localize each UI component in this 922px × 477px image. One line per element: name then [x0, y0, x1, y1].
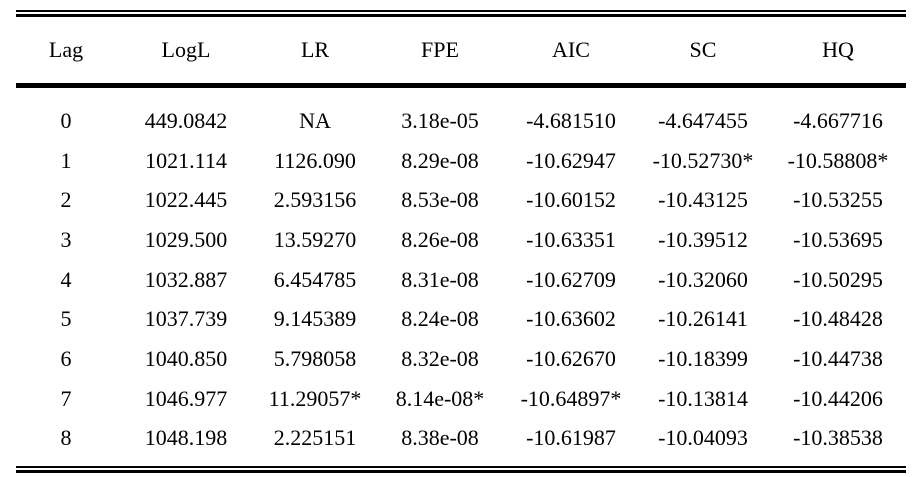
- header-fpe: FPE: [421, 37, 459, 62]
- table-row: 2 1022.445 2.593156 8.53e-08 -10.60152 -…: [16, 180, 906, 220]
- cell-sc: -10.13814: [658, 385, 748, 411]
- table-row: 7 1046.977 11.29057* 8.14e-08* -10.64897…: [16, 379, 906, 419]
- table-row: 5 1037.739 9.145389 8.24e-08 -10.63602 -…: [16, 299, 906, 339]
- cell-fpe: 8.24e-08: [401, 306, 479, 332]
- cell-lag: 8: [60, 425, 72, 451]
- cell-lag: 0: [60, 107, 72, 133]
- cell-logl: 1037.739: [144, 306, 228, 332]
- cell-logl: 1022.445: [144, 187, 228, 213]
- cell-lr: 13.59270: [273, 226, 357, 252]
- cell-lag: 7: [60, 385, 72, 411]
- cell-aic: -10.64897*: [520, 385, 622, 411]
- cell-hq: -10.53695: [793, 226, 883, 252]
- cell-logl: 1048.198: [144, 425, 228, 451]
- cell-fpe: 8.32e-08: [401, 345, 479, 371]
- cell-logl: 1029.500: [144, 226, 228, 252]
- cell-lr: 9.145389: [273, 306, 357, 332]
- header-lr: LR: [300, 37, 330, 62]
- lag-selection-table: Lag LogL LR FPE AIC SC HQ 0 449.0842 NA …: [16, 10, 906, 474]
- cell-hq: -4.667716: [793, 107, 883, 133]
- cell-aic: -4.681510: [526, 107, 616, 133]
- cell-hq: -10.53255: [793, 187, 883, 213]
- cell-sc: -10.52730*: [652, 147, 754, 173]
- cell-aic: -10.61987: [526, 425, 616, 451]
- cell-lag: 4: [60, 266, 72, 292]
- cell-hq: -10.44738: [793, 345, 883, 371]
- header-hq: HQ: [822, 37, 854, 62]
- cell-aic: -10.62670: [526, 345, 616, 371]
- cell-logl: 1040.850: [144, 345, 228, 371]
- table-row: 4 1032.887 6.454785 8.31e-08 -10.62709 -…: [16, 260, 906, 300]
- table-row: 3 1029.500 13.59270 8.26e-08 -10.63351 -…: [16, 220, 906, 260]
- cell-sc: -10.43125: [658, 187, 748, 213]
- table-header: Lag LogL LR FPE AIC SC HQ: [16, 17, 906, 83]
- table-row: 1 1021.114 1126.090 8.29e-08 -10.62947 -…: [16, 141, 906, 181]
- cell-logl: 1046.977: [144, 385, 228, 411]
- cell-lag: 2: [60, 187, 72, 213]
- bottom-rule: [16, 466, 906, 474]
- header-sc: SC: [689, 37, 717, 62]
- cell-fpe: 3.18e-05: [401, 107, 479, 133]
- table-row: 8 1048.198 2.225151 8.38e-08 -10.61987 -…: [16, 419, 906, 459]
- cell-fpe: 8.53e-08: [401, 187, 479, 213]
- cell-aic: -10.62947: [526, 147, 616, 173]
- cell-sc: -10.18399: [658, 345, 748, 371]
- cell-logl: 449.0842: [144, 107, 228, 133]
- cell-hq: -10.58808*: [787, 147, 889, 173]
- cell-aic: -10.63602: [526, 306, 616, 332]
- cell-logl: 1021.114: [145, 147, 227, 173]
- header-logl: LogL: [161, 37, 211, 62]
- cell-sc: -10.32060: [658, 266, 748, 292]
- header-row: Lag LogL LR FPE AIC SC HQ: [16, 17, 906, 83]
- top-rule: [16, 10, 906, 17]
- cell-lag: 3: [60, 226, 72, 252]
- cell-hq: -10.48428: [793, 306, 883, 332]
- table-row: 0 449.0842 NA 3.18e-05 -4.681510 -4.6474…: [16, 101, 906, 141]
- cell-hq: -10.38538: [793, 425, 883, 451]
- table-body: 0 449.0842 NA 3.18e-05 -4.681510 -4.6474…: [16, 101, 906, 458]
- table-row: 6 1040.850 5.798058 8.32e-08 -10.62670 -…: [16, 339, 906, 379]
- cell-lr: NA: [299, 107, 331, 133]
- cell-lr: 2.225151: [273, 425, 357, 451]
- cell-aic: -10.63351: [526, 226, 616, 252]
- cell-sc: -10.39512: [658, 226, 748, 252]
- cell-lag: 1: [60, 147, 72, 173]
- cell-fpe: 8.29e-08: [401, 147, 479, 173]
- cell-logl: 1032.887: [144, 266, 228, 292]
- header-aic: AIC: [552, 37, 590, 62]
- cell-lag: 5: [60, 306, 72, 332]
- cell-fpe: 8.14e-08*: [395, 385, 485, 411]
- cell-fpe: 8.31e-08: [401, 266, 479, 292]
- cell-lr: 11.29057*: [268, 385, 362, 411]
- cell-aic: -10.62709: [526, 266, 616, 292]
- header-rule: [16, 83, 906, 88]
- cell-aic: -10.60152: [526, 187, 616, 213]
- cell-lr: 6.454785: [273, 266, 357, 292]
- cell-lr: 5.798058: [273, 345, 357, 371]
- cell-sc: -4.647455: [658, 107, 748, 133]
- cell-sc: -10.04093: [658, 425, 748, 451]
- cell-lr: 1126.090: [274, 147, 356, 173]
- cell-hq: -10.50295: [793, 266, 883, 292]
- cell-fpe: 8.26e-08: [401, 226, 479, 252]
- cell-lr: 2.593156: [273, 187, 357, 213]
- cell-fpe: 8.38e-08: [401, 425, 479, 451]
- header-lag: Lag: [48, 37, 84, 62]
- cell-sc: -10.26141: [658, 306, 748, 332]
- cell-lag: 6: [60, 345, 72, 371]
- cell-hq: -10.44206: [793, 385, 883, 411]
